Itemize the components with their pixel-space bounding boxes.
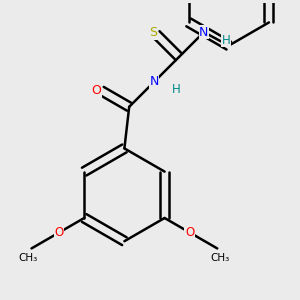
Text: O: O xyxy=(92,84,102,97)
Text: H: H xyxy=(222,34,231,46)
Text: H: H xyxy=(172,83,181,96)
Text: O: O xyxy=(185,226,194,239)
Text: N: N xyxy=(199,26,208,39)
Text: O: O xyxy=(55,226,64,239)
Text: N: N xyxy=(149,75,159,88)
Text: CH₃: CH₃ xyxy=(19,253,38,263)
Text: S: S xyxy=(149,26,157,39)
Text: CH₃: CH₃ xyxy=(211,253,230,263)
